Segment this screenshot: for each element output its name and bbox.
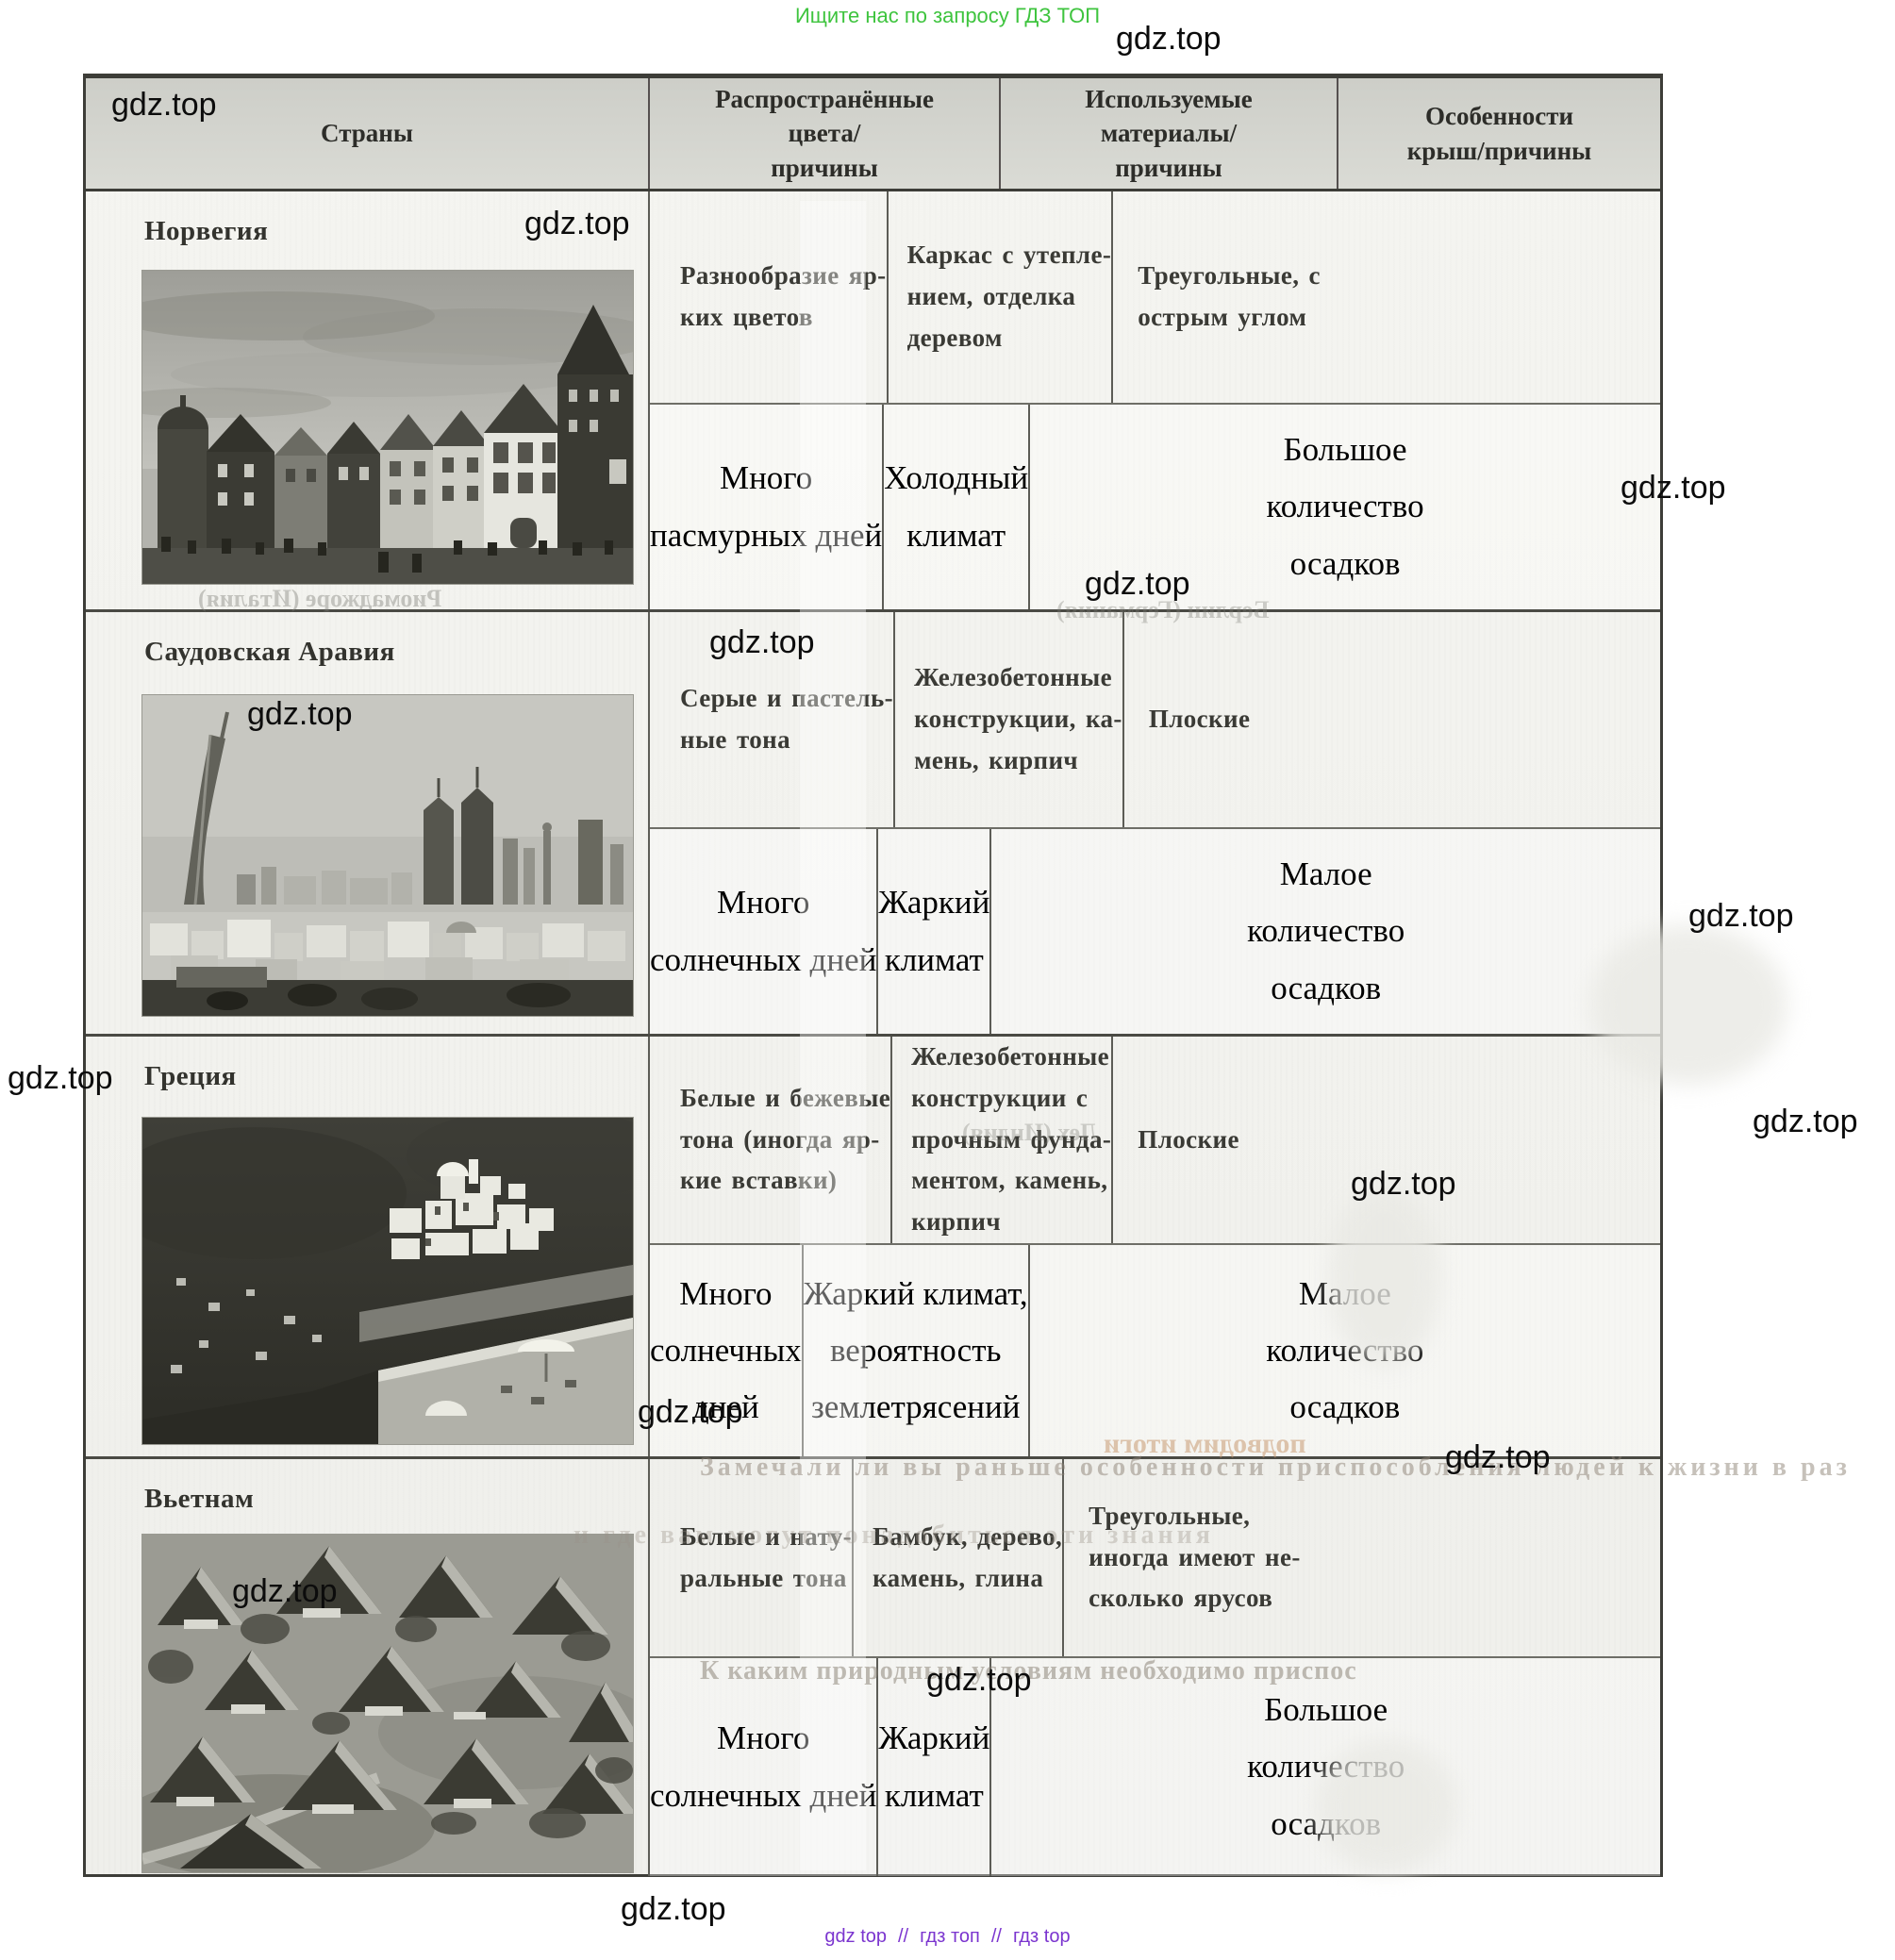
country-label: Греция <box>144 1061 237 1091</box>
gdz-watermark: gdz.top <box>247 696 353 732</box>
bleed-blob <box>1328 1187 1441 1366</box>
footer-links: gdz top // гдз топ // гдз top <box>0 1926 1895 1948</box>
roof-cell: Треугольные, с острым углом <box>1138 261 1321 331</box>
footer-link-gdz-top[interactable]: gdz top <box>824 1926 888 1947</box>
country-cell-greece: Греция <box>86 1037 650 1456</box>
roof-reason-cell: Малое количество осадков <box>991 829 1660 1034</box>
colors-cell: Разнообразие яр- ких цветов <box>650 191 889 403</box>
gdz-watermark: gdz.top <box>1753 1104 1858 1139</box>
colors-cell: Серые и пастель- ные тона <box>650 612 896 827</box>
footer-link-gdz-top-2[interactable]: гдз top <box>1012 1926 1071 1947</box>
table-row-saudi-arabia: Саудовская Аравия <box>86 612 1660 1037</box>
gdz-watermark: gdz.top <box>621 1891 726 1927</box>
materials-reason-cell: Жаркий климат <box>878 1658 992 1876</box>
col-header-countries: Страны <box>86 78 650 189</box>
gdz-watermark: gdz.top <box>1445 1439 1551 1475</box>
roof-reason-cell: Малое количество осадков <box>1029 1245 1660 1456</box>
saudi-arabia-photo <box>141 694 634 1017</box>
materials-cell: Железобетонные конструкции, ка- мень, ки… <box>895 612 1124 827</box>
bleed-blob <box>1589 924 1787 1085</box>
materials-cell: Бамбук, дерево, камень, глина <box>854 1459 1065 1656</box>
country-cell-norway: Норвегия <box>86 191 650 609</box>
materials-cell: Каркас с утепле- нием, отделка деревом <box>889 191 1114 403</box>
bleed-blob <box>1316 1740 1457 1872</box>
gdz-watermark: gdz.top <box>926 1662 1032 1698</box>
promo-note: Ищите нас по запросу ГДЗ ТОП <box>794 4 1101 27</box>
bleed-line-knowledge: и где вам могут понадобиться эти знания <box>573 1520 1214 1550</box>
gdz-watermark: gdz.top <box>524 206 630 241</box>
scan-streak <box>800 201 866 1870</box>
col-header-materials: Используемые материалы/ причины <box>1001 78 1338 189</box>
col-header-colors: Распространённые цвета/ причины <box>650 78 1001 189</box>
country-cell-saudi-arabia: Саудовская Аравия <box>86 612 650 1034</box>
country-label: Вьетнам <box>144 1484 255 1514</box>
roof-cell: Треугольные, иногда имеют не- сколько яр… <box>1089 1501 1301 1613</box>
greece-photo <box>141 1117 634 1445</box>
gdz-watermark: gdz.top <box>1688 898 1794 934</box>
bleed-caption-italy: Риомаджоре (Италия) <box>198 585 442 612</box>
gdz-watermark: gdz.top <box>638 1394 743 1430</box>
colors-reason-cell: Много солнечных дней <box>650 1658 879 1876</box>
materials-reason-cell: Жаркий климат <box>878 829 992 1034</box>
comparison-table: Страны Распространённые цвета/ причины И… <box>83 74 1663 1877</box>
roof-cell: Плоские <box>1148 705 1251 734</box>
col-header-roofs: Особенности крыш/причины <box>1406 102 1592 165</box>
table-row-greece: Греция <box>86 1037 1660 1459</box>
gdz-watermark: gdz.top <box>1621 470 1726 506</box>
gdz-watermark: gdz.top <box>232 1573 338 1609</box>
bleed-line-conditions: К каким природным условиям необходимо пр… <box>700 1656 1357 1686</box>
materials-cell: Железобетонные конструкции с прочным фун… <box>892 1037 1114 1243</box>
roof-reason-cell: Большое количество осадков <box>1030 405 1660 609</box>
footer-separator: // <box>898 1926 909 1947</box>
gdz-watermark: gdz.top <box>111 87 217 123</box>
roof-cell: Плоские <box>1138 1124 1239 1154</box>
colors-cell: Белые и бежевые тона (иногда яр- кие вст… <box>650 1037 893 1243</box>
gdz-watermark: gdz.top <box>1116 21 1222 57</box>
footer-separator: // <box>990 1926 1002 1947</box>
country-cell-vietnam: Вьетнам <box>86 1459 650 1876</box>
bleed-caption-india: Лех (Индия) <box>962 1119 1099 1146</box>
gdz-watermark: gdz.top <box>1351 1166 1456 1202</box>
materials-reason-cell: Жаркий климат, вероятность землетрясений <box>803 1245 1030 1456</box>
roof-reason-cell: Большое количество осадков <box>991 1658 1660 1876</box>
footer-link-gdz-top-ru[interactable]: гдз топ <box>920 1926 980 1947</box>
table-row-vietnam: Вьетнам <box>86 1459 1660 1876</box>
country-label: Норвегия <box>144 216 269 246</box>
gdz-watermark: gdz.top <box>1085 566 1190 602</box>
colors-cell: Белые и нату- ральные тона <box>650 1459 855 1656</box>
materials-reason-cell: Холодный климат <box>884 405 1031 609</box>
vietnam-photo <box>141 1534 634 1873</box>
gdz-watermark: gdz.top <box>8 1060 113 1096</box>
colors-reason-cell: Много пасмурных дней <box>650 405 885 609</box>
table-header-row: Страны Распространённые цвета/ причины И… <box>86 78 1660 191</box>
gdz-watermark: gdz.top <box>709 624 815 660</box>
norway-photo <box>141 270 634 585</box>
bleed-line-question: Замечали ли вы раньше особенности приспо… <box>700 1453 1851 1482</box>
colors-reason-cell: Много солнечных дней <box>650 829 879 1034</box>
country-label: Саудовская Аравия <box>144 637 395 667</box>
colors-reason-cell: Много солнечных дней <box>650 1245 804 1456</box>
table-row-norway: Норвегия <box>86 191 1660 612</box>
